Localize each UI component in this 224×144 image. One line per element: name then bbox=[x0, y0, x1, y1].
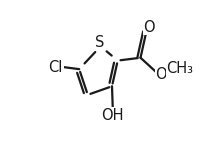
Text: Cl: Cl bbox=[48, 59, 63, 74]
Text: S: S bbox=[95, 35, 105, 50]
Text: O: O bbox=[144, 20, 155, 35]
Text: O: O bbox=[155, 67, 167, 82]
Text: OH: OH bbox=[101, 108, 124, 123]
Text: CH₃: CH₃ bbox=[166, 61, 193, 76]
